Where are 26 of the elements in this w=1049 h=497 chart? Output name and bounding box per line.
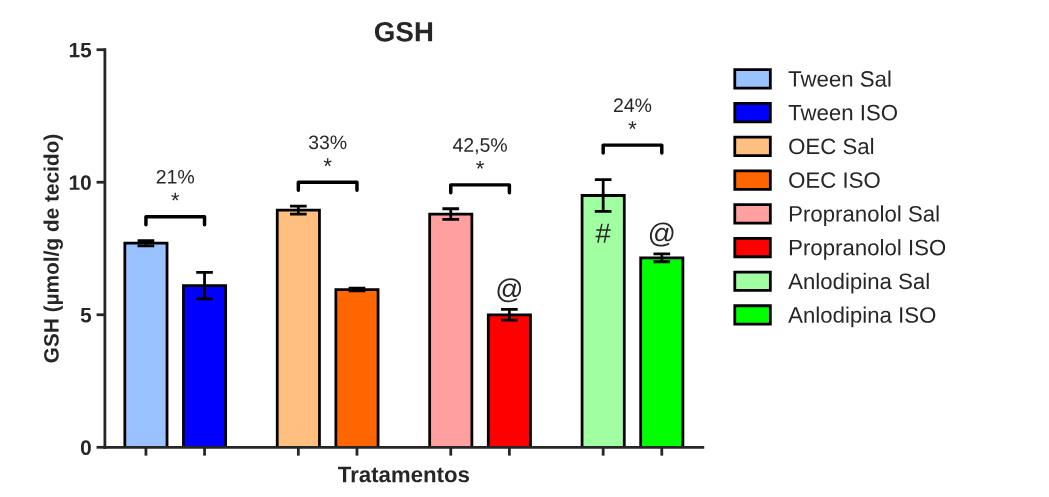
annotation: * <box>171 192 180 201</box>
y-axis-title: GSH (µmol/g de tecido) <box>43 134 63 363</box>
legend-label: OEC ISO <box>789 172 880 188</box>
x-axis-title: Tratamentos <box>338 466 470 483</box>
annotation: 24% <box>614 98 652 113</box>
annotation: 42,5% <box>452 138 507 155</box>
annotation: @ <box>497 278 522 303</box>
legend-label: Tween ISO <box>788 104 897 121</box>
legend-label: OEC Sal <box>789 137 874 155</box>
annotation: 21% <box>156 169 195 184</box>
annotation: # <box>595 223 611 243</box>
y-tick-label: 0 <box>80 440 91 456</box>
annotation: * <box>628 121 637 130</box>
annotation: * <box>476 161 485 169</box>
legend-label: Tween Sal <box>788 70 891 87</box>
legend-label: Propranolol ISO <box>789 239 946 260</box>
legend-label: Anlodipina ISO <box>788 306 936 328</box>
legend-label: Propranolol Sal <box>789 205 939 227</box>
annotation: * <box>323 158 332 167</box>
annotation: 33% <box>308 135 347 150</box>
y-tick-label: 15 <box>69 42 92 58</box>
legend-label: Anlodipina Sal <box>788 272 929 294</box>
y-tick-label: 5 <box>80 307 92 323</box>
annotation: @ <box>649 222 674 247</box>
y-tick-label: 10 <box>69 175 91 190</box>
chart-title: GSH <box>374 21 433 42</box>
